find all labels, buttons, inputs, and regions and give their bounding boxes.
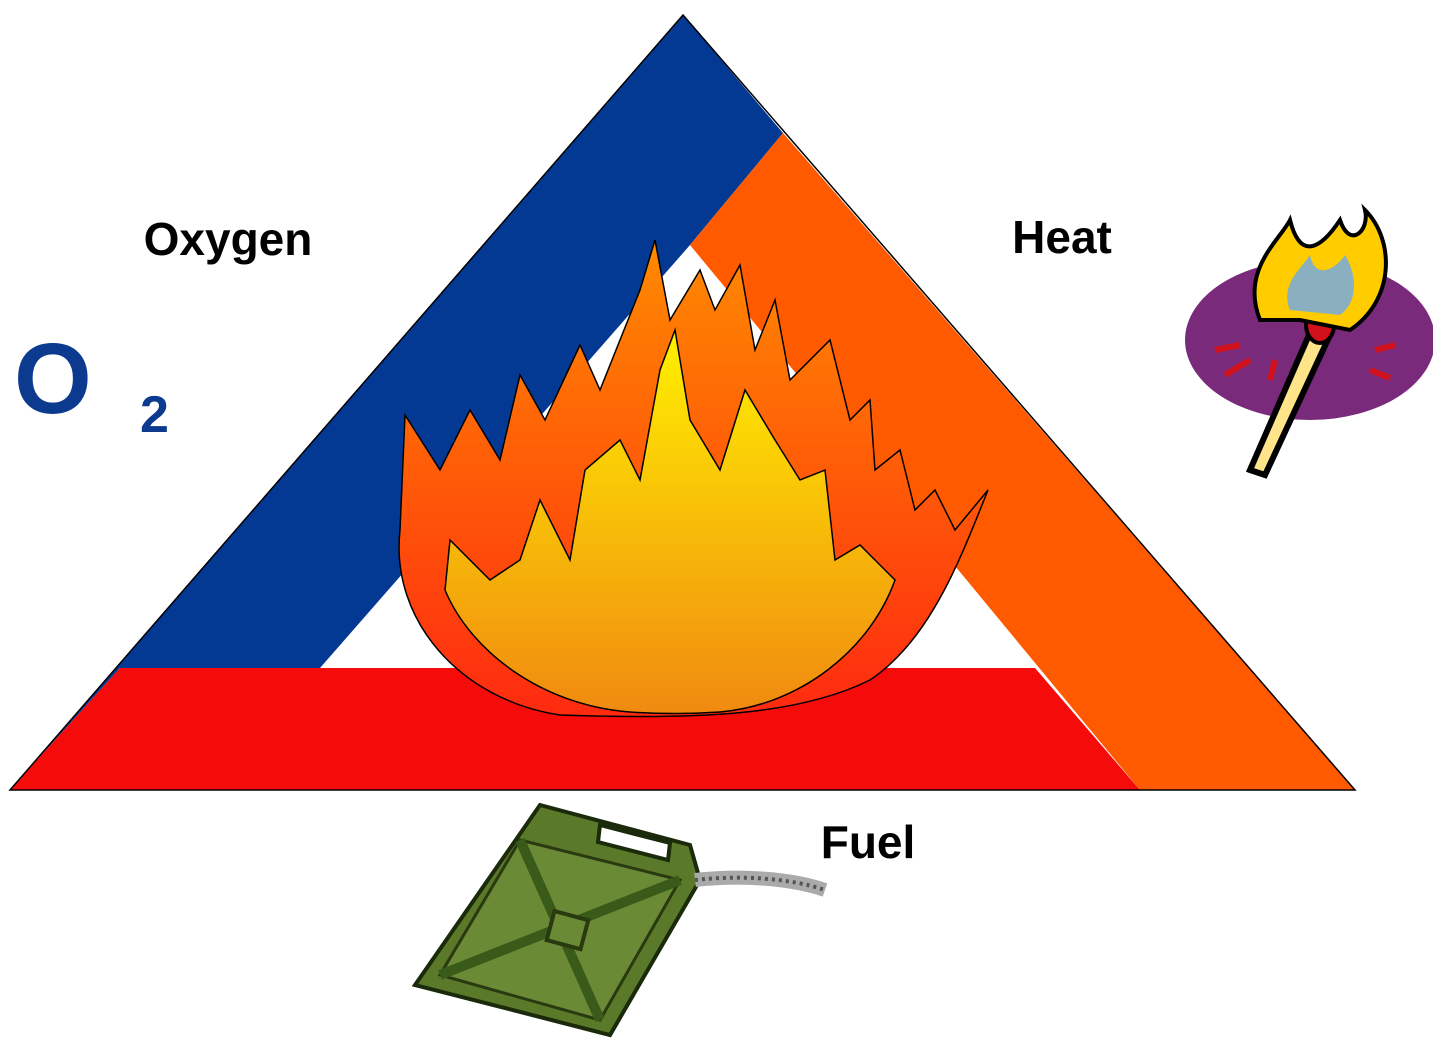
oxygen-label: Oxygen — [144, 213, 313, 265]
o2-subscript: 2 — [140, 386, 169, 444]
fire-triangle-diagram: Oxygen Heat Fuel O 2 — [0, 0, 1433, 1038]
fuel-label: Fuel — [821, 816, 916, 868]
page: Oxygen Heat Fuel O 2 (() => { const data… — [0, 0, 1433, 1038]
o2-symbol: O — [14, 323, 92, 435]
fuel-can-icon — [415, 805, 825, 1035]
match-icon — [1185, 210, 1433, 475]
heat-label: Heat — [1012, 211, 1112, 263]
